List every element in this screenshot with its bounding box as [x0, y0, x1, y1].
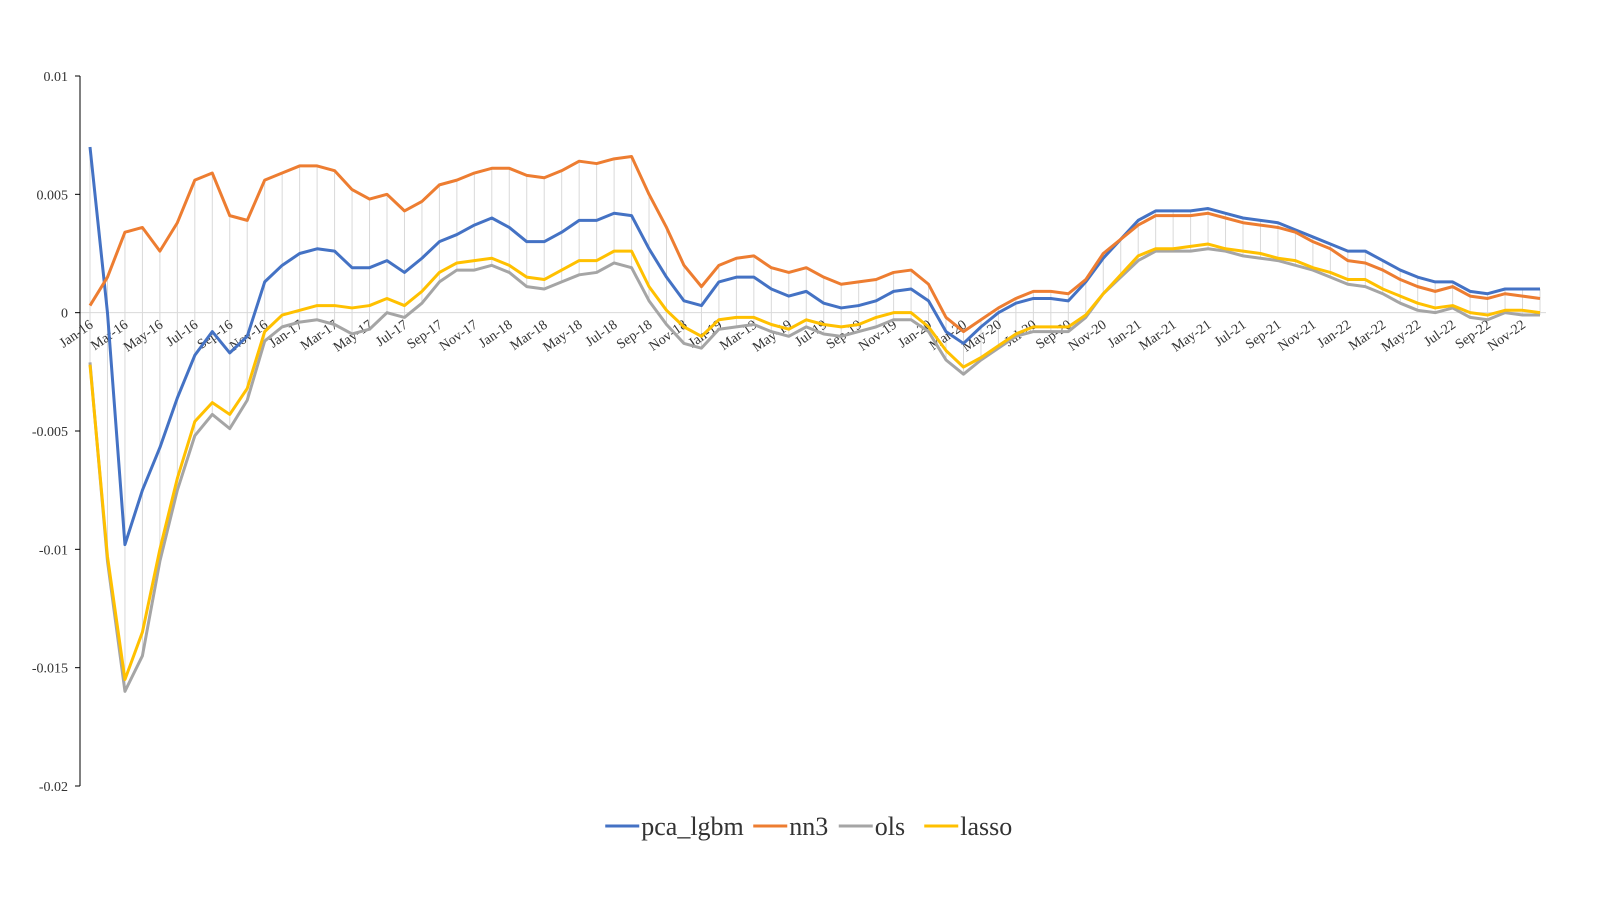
legend-label: pca_lgbm: [641, 812, 744, 841]
x-tick-label: Jul-17: [373, 318, 410, 350]
x-tick-label: Nov-22: [1485, 318, 1529, 355]
x-tick-label: Jul-22: [1422, 318, 1459, 350]
legend-label: nn3: [789, 812, 828, 841]
x-tick-label: Nov-17: [437, 318, 481, 355]
x-tick-label: Jan-18: [476, 318, 515, 352]
y-tick-label: -0.01: [39, 543, 68, 558]
y-tick-label: 0.01: [44, 70, 69, 85]
series-line: [88, 247, 1540, 693]
legend-label: lasso: [960, 812, 1012, 841]
x-tick-label: Jul-16: [164, 318, 201, 350]
y-tick-label: -0.02: [39, 780, 68, 795]
y-tick-label: 0: [61, 307, 68, 322]
x-tick-label: Jan-21: [1105, 318, 1144, 352]
x-tick-label: May-22: [1379, 318, 1424, 356]
x-tick-label: May-17: [331, 318, 376, 356]
x-tick-label: Jan-22: [1315, 318, 1354, 352]
series-line: [88, 146, 1540, 547]
series-line: [88, 154, 1541, 334]
series-line: [88, 242, 1541, 681]
x-tick-label: Nov-21: [1276, 318, 1320, 355]
x-tick-label: Jul-21: [1212, 318, 1249, 350]
x-tick-label: May-18: [541, 318, 586, 356]
y-tick-label: -0.015: [32, 662, 68, 677]
legend-label: ols: [875, 812, 905, 841]
y-tick-label: -0.005: [32, 425, 68, 440]
x-tick-label: Jul-18: [583, 318, 620, 350]
x-tick-label: May-21: [1169, 318, 1214, 356]
y-tick-label: 0.005: [37, 188, 69, 203]
